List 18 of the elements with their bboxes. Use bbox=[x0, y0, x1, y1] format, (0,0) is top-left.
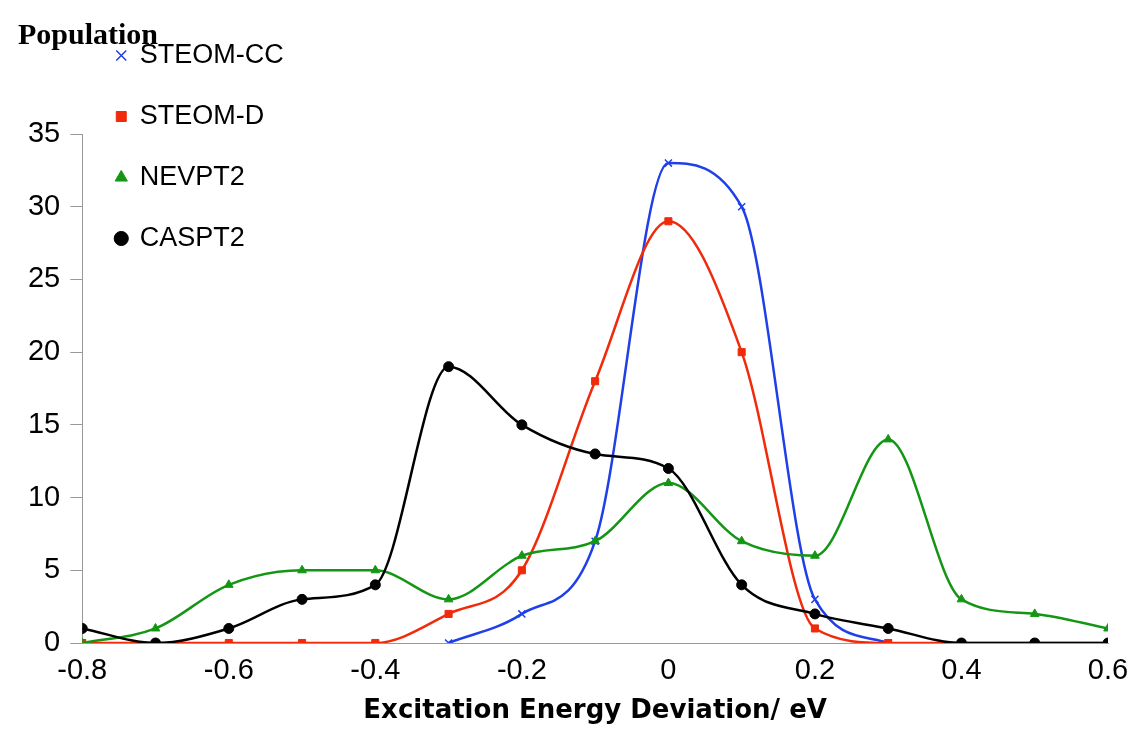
x-tick-label: 0.2 bbox=[794, 653, 836, 686]
x-tick-label: 0.4 bbox=[941, 653, 982, 686]
legend-label: NEVPT2 bbox=[139, 160, 245, 191]
y-tick-label: 20 bbox=[27, 334, 61, 367]
y-tick-label: 35 bbox=[27, 116, 61, 148]
y-tick-label: 10 bbox=[27, 479, 61, 512]
y-tick-label: 30 bbox=[27, 188, 61, 221]
x-tick-label: -0.4 bbox=[350, 653, 401, 686]
y-tick-label: 5 bbox=[44, 552, 61, 585]
x-axis-title: Excitation Energy Deviation/ eV bbox=[363, 694, 827, 725]
legend-label: STEOM-D bbox=[139, 99, 265, 130]
x-tick-label: -0.6 bbox=[203, 653, 254, 686]
y-tick-label: 25 bbox=[27, 261, 61, 294]
x-tick-label: 0.6 bbox=[1087, 653, 1129, 686]
x-tick-label: 0 bbox=[660, 653, 677, 686]
y-tick-label: 15 bbox=[27, 406, 61, 439]
legend-label: CASPT2 bbox=[139, 221, 245, 252]
x-tick-label: -0.2 bbox=[496, 653, 547, 686]
